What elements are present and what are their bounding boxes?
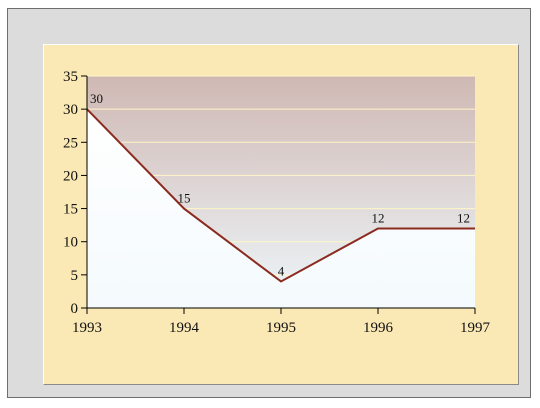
x-axis-tick-labels: 1993 1994 1995 1996 1997 xyxy=(72,320,491,336)
x-tick-label: 1993 xyxy=(72,320,102,336)
data-label: 4 xyxy=(278,263,285,278)
y-tick-label: 15 xyxy=(63,202,78,218)
x-tick-label: 1995 xyxy=(266,320,296,336)
y-tick-label: 5 xyxy=(71,268,79,284)
data-label: 30 xyxy=(90,91,103,106)
y-tick-label: 10 xyxy=(63,235,78,251)
y-tick-label: 35 xyxy=(63,69,78,85)
y-tick-label: 25 xyxy=(63,135,78,151)
series-line xyxy=(86,108,475,283)
axes xyxy=(81,75,476,314)
data-label: 12 xyxy=(457,210,470,225)
x-tick-label: 1997 xyxy=(460,320,491,336)
y-tick-label: 0 xyxy=(71,301,79,317)
data-labels: 30 15 4 12 12 xyxy=(90,91,470,278)
y-tick-label: 30 xyxy=(63,102,78,118)
x-tick-label: 1994 xyxy=(169,320,200,336)
x-tick-label: 1996 xyxy=(363,320,394,336)
series-area xyxy=(87,109,475,309)
data-label: 12 xyxy=(372,210,385,225)
y-tick-label: 20 xyxy=(63,168,78,184)
y-axis-tick-labels: 0 5 10 15 20 25 30 35 xyxy=(63,69,78,317)
data-label: 15 xyxy=(178,191,191,206)
